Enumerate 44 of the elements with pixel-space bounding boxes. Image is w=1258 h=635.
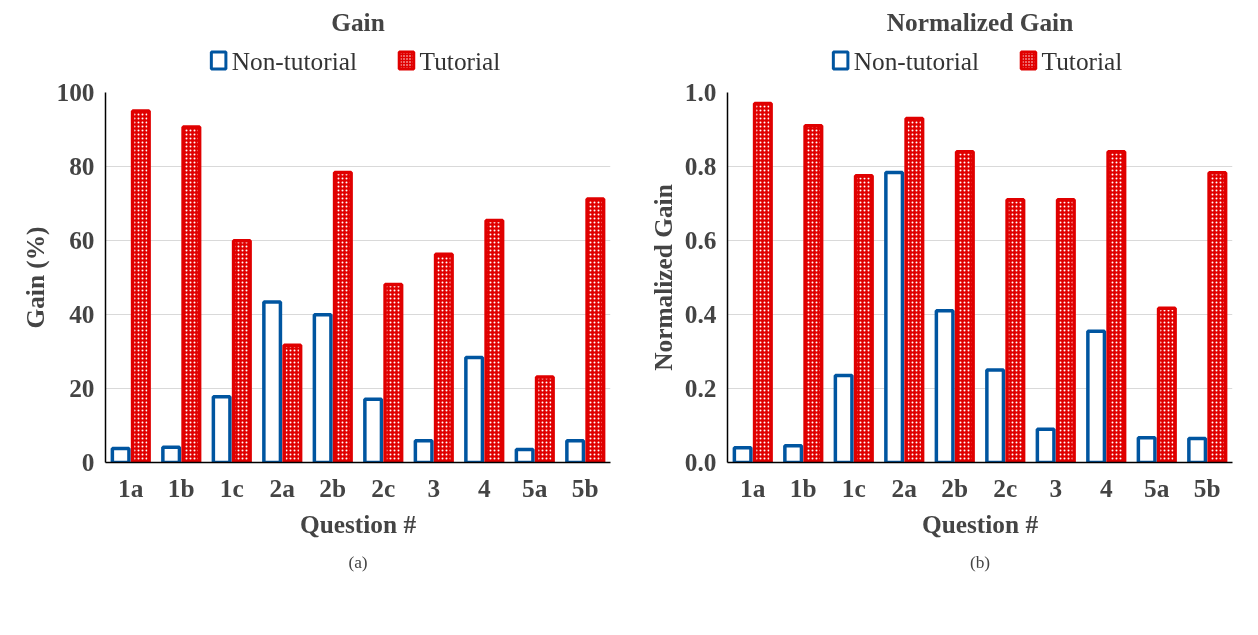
chart-title: Normalized Gain	[886, 7, 1074, 36]
x-tick-label: 2a	[269, 473, 296, 502]
y-tick-label: 60	[69, 226, 95, 254]
x-tick-label: 2b	[319, 473, 347, 502]
x-tick-label: 5a	[522, 473, 548, 502]
x-tick-label: 1c	[219, 473, 244, 502]
x-tick-label: 1a	[740, 473, 766, 502]
y-tick-label: 100	[56, 78, 95, 106]
x-tick-label: 2c	[993, 473, 1018, 502]
x-tick-label: 2c	[371, 473, 396, 502]
x-axis-title: Question #	[921, 509, 1039, 538]
legend-label: Tutorial	[419, 46, 501, 75]
x-tick-label: 3	[1049, 473, 1063, 502]
x-axis-title: Question #	[299, 509, 417, 538]
x-tick-label: 3	[427, 473, 441, 502]
x-tick-label: 2a	[891, 473, 918, 502]
y-tick-label: 0.8	[684, 152, 717, 180]
y-tick-label: 40	[69, 300, 95, 328]
x-tick-label: 5b	[1193, 473, 1221, 502]
text: (a)	[348, 552, 368, 572]
x-tick-label: 4	[477, 473, 491, 502]
y-tick-label: 0	[81, 448, 95, 476]
y-axis-title: Gain (%)	[20, 226, 50, 329]
x-tick-label: 1c	[841, 473, 866, 502]
legend-label: Non-tutorial	[231, 46, 357, 75]
y-tick-label: 0.0	[684, 448, 717, 476]
x-tick-label: 1a	[118, 473, 144, 502]
y-tick-label: 0.6	[684, 226, 717, 254]
y-axis-title: Normalized Gain	[648, 184, 677, 371]
x-tick-label: 5a	[1144, 473, 1170, 502]
x-tick-label: 2b	[941, 473, 969, 502]
x-tick-label: 1b	[789, 473, 817, 502]
y-tick-label: 0.4	[684, 300, 717, 328]
y-tick-label: 80	[69, 152, 95, 180]
x-tick-label: 5b	[571, 473, 599, 502]
x-tick-label: 1b	[167, 473, 195, 502]
legend-label: Non-tutorial	[853, 46, 979, 75]
y-tick-label: 20	[69, 374, 95, 402]
x-tick-label: 4	[1099, 473, 1113, 502]
text: (b)	[969, 552, 991, 572]
legend-label: Tutorial	[1041, 46, 1123, 75]
y-tick-label: 0.2	[684, 374, 717, 402]
chart-title: Gain	[331, 7, 385, 36]
y-tick-label: 1.0	[684, 78, 717, 106]
